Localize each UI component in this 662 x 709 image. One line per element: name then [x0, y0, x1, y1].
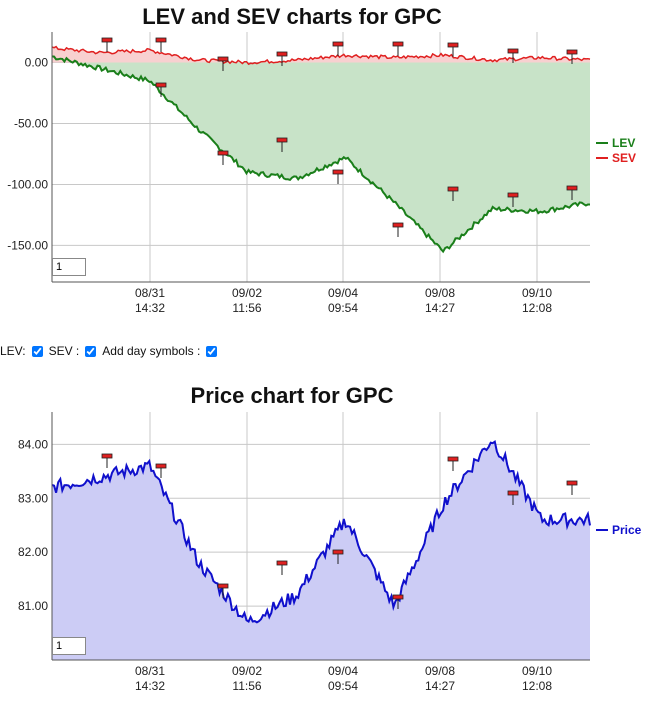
x-tick-date: 09/02 — [232, 664, 262, 678]
x-tick-date: 09/10 — [522, 664, 552, 678]
legend-label: Price — [612, 523, 642, 537]
day-marker — [447, 42, 459, 57]
lev-sev-zoom-input[interactable] — [52, 258, 86, 276]
x-tick-time: 09:54 — [328, 301, 358, 315]
x-tick-date: 09/04 — [328, 664, 358, 678]
day-marker — [217, 150, 229, 165]
sev-checkbox[interactable] — [85, 345, 97, 357]
y-tick-label: -100.00 — [7, 177, 48, 191]
lev-area — [52, 56, 590, 252]
legend-label: SEV — [612, 151, 636, 165]
day-marker — [507, 192, 519, 207]
x-tick-date: 08/31 — [135, 286, 165, 300]
day-marker — [101, 37, 113, 52]
x-tick-time: 09:54 — [328, 679, 358, 693]
price-axes — [51, 412, 590, 661]
price-zoom-input[interactable] — [52, 637, 86, 655]
price-line — [51, 439, 591, 624]
y-tick-label: 0.00 — [25, 55, 49, 69]
day-marker — [447, 456, 459, 471]
chart-options: LEV: SEV : Add day symbols : — [0, 344, 219, 358]
day-marker — [566, 480, 578, 495]
lev-sev-axes — [51, 32, 590, 283]
lev-sev-day-markers — [101, 37, 578, 237]
y-tick-label: 83.00 — [18, 491, 48, 505]
lev-line — [51, 55, 590, 254]
day-marker — [507, 490, 519, 505]
day-symbols-checkbox[interactable] — [206, 345, 218, 357]
y-tick-label: 82.00 — [18, 545, 48, 559]
price-day-markers — [101, 453, 578, 609]
day-marker — [392, 594, 404, 609]
lev-sev-chart-title: LEV and SEV charts for GPC — [142, 4, 442, 29]
x-tick-time: 11:56 — [232, 301, 261, 315]
price-y-ticks: 84.00 83.00 82.00 81.00 — [18, 437, 48, 613]
day-marker — [566, 185, 578, 200]
day-marker — [276, 137, 288, 152]
price-area — [52, 441, 590, 660]
x-tick-date: 09/08 — [425, 286, 455, 300]
lev-sev-y-ticks: 0.00 -50.00 -100.00 -150.00 — [7, 55, 48, 252]
x-tick-time: 11:56 — [232, 679, 261, 693]
x-tick-time: 14:27 — [425, 679, 455, 693]
x-tick-date: 09/08 — [425, 664, 455, 678]
day-marker — [276, 51, 288, 66]
day-marker — [217, 583, 229, 598]
y-tick-label: 84.00 — [18, 437, 48, 451]
x-tick-time: 12:08 — [522, 679, 552, 693]
price-legend: Price — [596, 523, 642, 537]
day-marker — [447, 186, 459, 201]
day-marker — [392, 41, 404, 56]
x-tick-date: 09/10 — [522, 286, 552, 300]
day-marker — [276, 560, 288, 575]
y-tick-label: -150.00 — [7, 238, 48, 252]
day-marker — [155, 463, 167, 478]
sev-toggle-label: SEV : — [48, 344, 80, 358]
day-marker — [155, 37, 167, 52]
x-tick-time: 14:32 — [135, 301, 165, 315]
x-tick-time: 14:32 — [135, 679, 165, 693]
day-marker — [507, 48, 519, 63]
y-tick-label: -50.00 — [14, 116, 48, 130]
day-marker — [217, 56, 229, 71]
day-marker — [101, 453, 113, 468]
price-chart-title: Price chart for GPC — [191, 383, 394, 408]
day-marker — [332, 169, 344, 184]
day-marker — [566, 49, 578, 64]
sev-line — [51, 45, 591, 66]
x-tick-date: 09/04 — [328, 286, 358, 300]
day-marker — [392, 222, 404, 237]
lev-toggle-label: LEV: — [0, 344, 26, 358]
x-tick-time: 14:27 — [425, 301, 455, 315]
x-tick-time: 12:08 — [522, 301, 552, 315]
sev-area — [52, 46, 590, 65]
x-tick-date: 08/31 — [135, 664, 165, 678]
day-marker — [332, 41, 344, 56]
day-marker — [155, 82, 167, 97]
lev-checkbox[interactable] — [31, 345, 43, 357]
day-symbols-label: Add day symbols : — [102, 344, 201, 358]
y-tick-label: 81.00 — [18, 599, 48, 613]
day-marker — [332, 549, 344, 564]
x-tick-date: 09/02 — [232, 286, 262, 300]
legend-label: LEV — [612, 136, 635, 150]
